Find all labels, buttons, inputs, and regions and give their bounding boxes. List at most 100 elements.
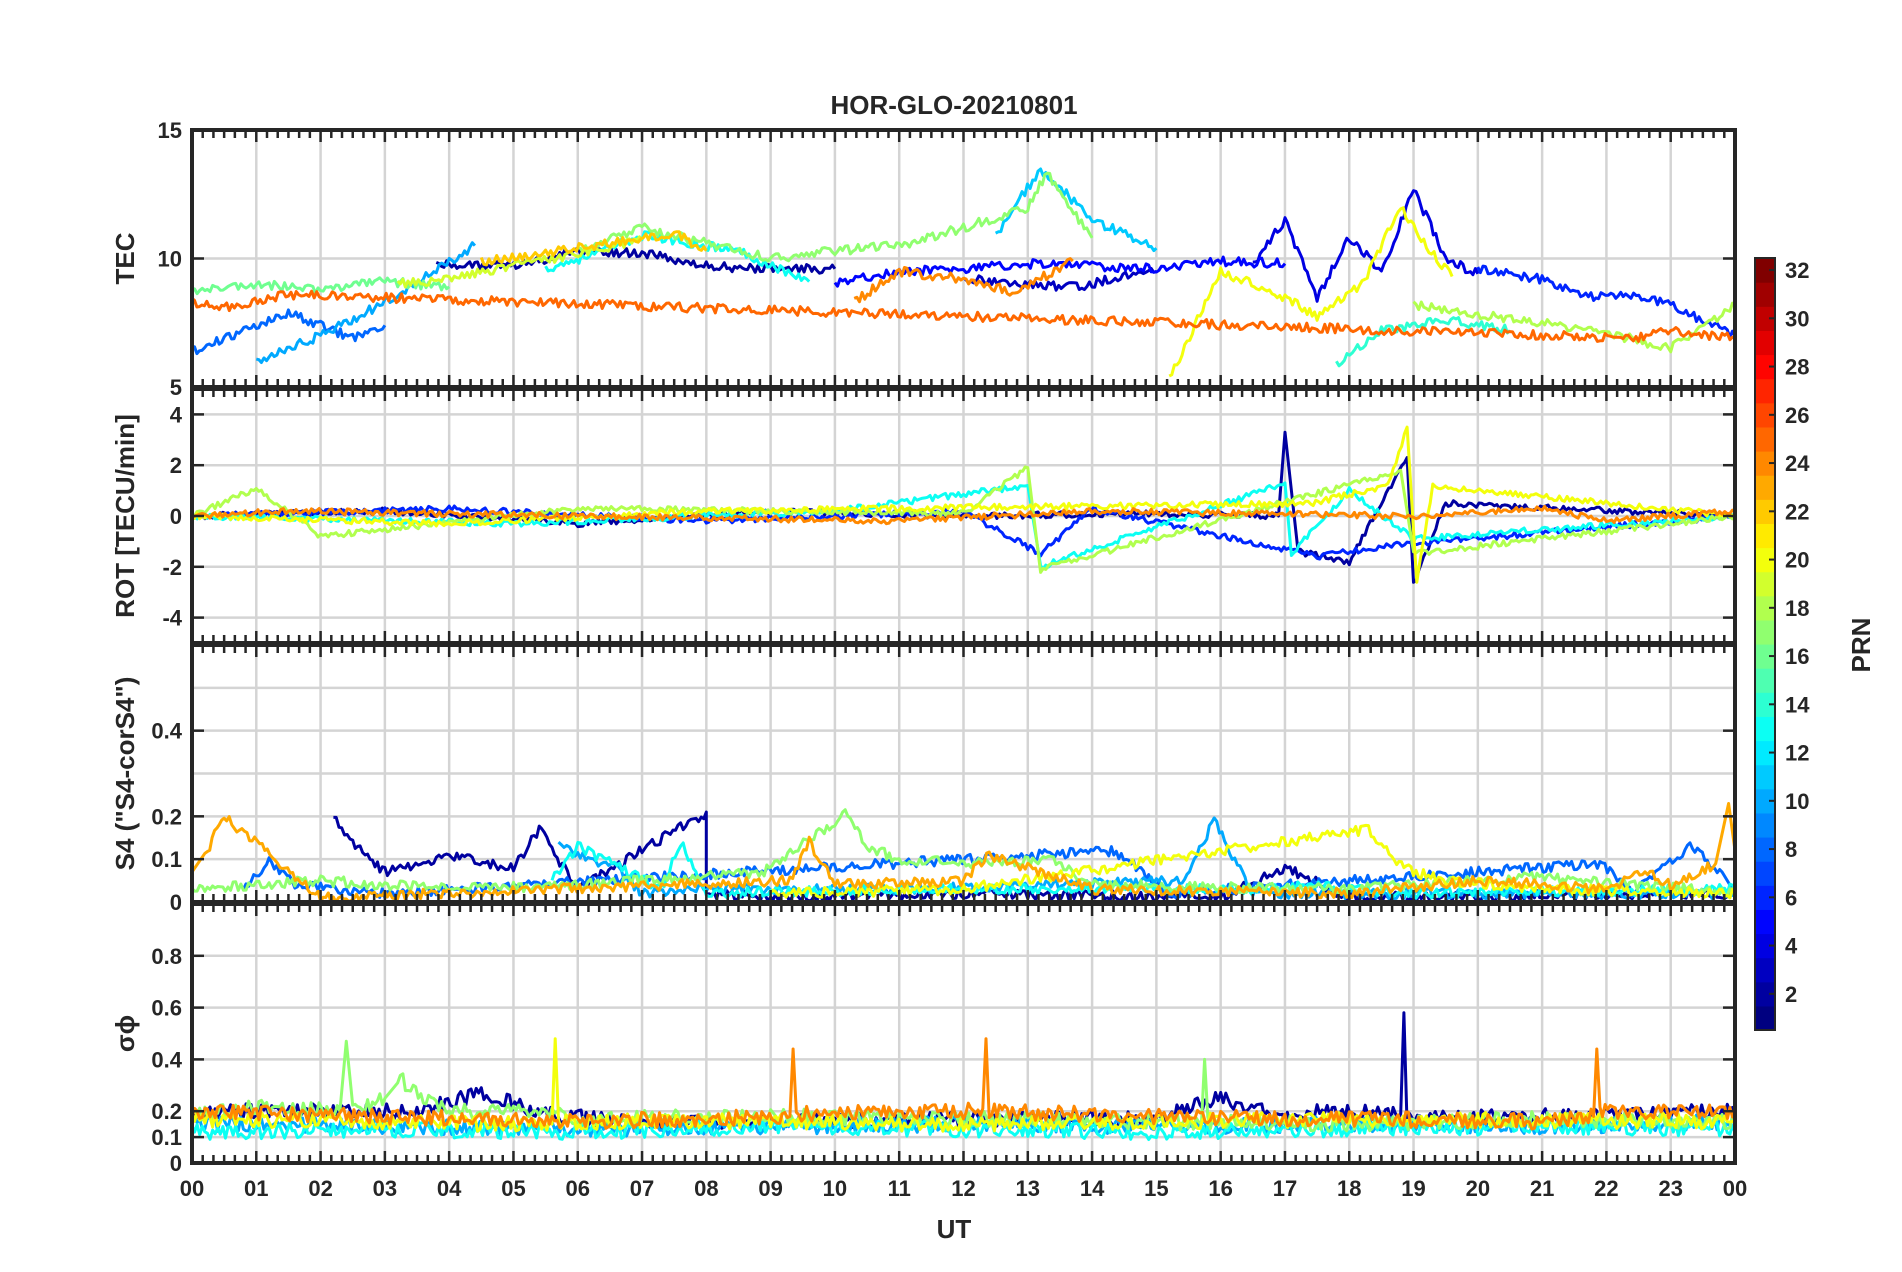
x-axis-title: UT xyxy=(937,1214,972,1244)
colorbar-step xyxy=(1755,282,1775,307)
y-tick-label: 0.8 xyxy=(151,944,182,969)
colorbar-tick-label: 22 xyxy=(1785,499,1809,524)
y-axis-title: σϕ xyxy=(110,1015,140,1052)
colorbar-step xyxy=(1755,861,1775,886)
colorbar-tick-label: 30 xyxy=(1785,306,1809,331)
colorbar-step xyxy=(1755,1005,1775,1031)
y-tick-label: 15 xyxy=(158,118,182,143)
x-tick-label: 07 xyxy=(630,1176,654,1201)
x-tick-label: 11 xyxy=(888,1176,911,1201)
series-prn-25 xyxy=(192,289,1735,343)
series-prn-24 xyxy=(853,257,1074,304)
y-tick-label: 0.6 xyxy=(151,996,182,1021)
colorbar-tick-label: 6 xyxy=(1785,885,1797,910)
chart-title: HOR-GLO-20210801 xyxy=(830,90,1077,120)
series-prn-22 xyxy=(479,230,708,267)
series-prn-20 xyxy=(192,425,1735,584)
colorbar-tick-label: 12 xyxy=(1785,741,1809,766)
colorbar-step xyxy=(1755,981,1775,1007)
y-tick-label: -4 xyxy=(162,606,182,631)
y-tick-label: 10 xyxy=(158,247,182,272)
colorbar-step xyxy=(1755,378,1775,404)
x-tick-label: 23 xyxy=(1658,1176,1682,1201)
colorbar-step xyxy=(1755,547,1775,573)
x-tick-label: 19 xyxy=(1401,1176,1425,1201)
series-prn-11 xyxy=(994,167,1158,253)
colorbar-step xyxy=(1755,909,1775,935)
colorbar-tick-label: 20 xyxy=(1785,548,1809,573)
series-prn-5 xyxy=(833,255,1287,288)
x-tick-label: 08 xyxy=(694,1176,718,1201)
colorbar-tick-label: 28 xyxy=(1785,355,1809,380)
x-tick-label: 01 xyxy=(244,1176,268,1201)
series-prn-3 xyxy=(962,267,1157,292)
series-prn-14 xyxy=(1335,316,1512,368)
x-tick-label: 15 xyxy=(1144,1176,1168,1201)
x-tick-label: 12 xyxy=(951,1176,975,1201)
colorbar-tick-label: 26 xyxy=(1785,403,1809,428)
y-tick-label: 0 xyxy=(170,504,182,529)
colorbar-step xyxy=(1755,764,1775,790)
colorbar-step xyxy=(1755,788,1775,814)
y-axis-title: ROT [TECU/min] xyxy=(110,414,140,618)
y-tick-label: 5 xyxy=(170,375,182,400)
colorbar-tick-label: 14 xyxy=(1785,692,1810,717)
colorbar-step xyxy=(1755,330,1775,356)
y-axis-title: S4 ("S4-corS4") xyxy=(110,677,140,871)
colorbar-step xyxy=(1755,644,1775,669)
colorbar-step xyxy=(1755,475,1775,500)
y-tick-label: 0.4 xyxy=(151,1047,182,1072)
x-tick-label: 16 xyxy=(1208,1176,1232,1201)
series-prn-19 xyxy=(396,235,644,289)
colorbar-tick-label: 4 xyxy=(1785,934,1798,959)
y-tick-label: 0.1 xyxy=(151,1125,182,1150)
colorbar-label: PRN xyxy=(1846,618,1876,673)
colorbar-step xyxy=(1755,426,1775,452)
series-prn-4 xyxy=(1252,189,1480,303)
x-tick-label: 02 xyxy=(308,1176,332,1201)
colorbar-step xyxy=(1755,619,1775,645)
colorbar-step xyxy=(1755,740,1775,766)
colorbar-step xyxy=(1755,716,1775,742)
colorbar-step xyxy=(1755,306,1775,331)
x-tick-label: 20 xyxy=(1466,1176,1490,1201)
x-tick-label: 06 xyxy=(566,1176,590,1201)
colorbar-step xyxy=(1755,402,1775,428)
colorbar-step xyxy=(1755,571,1775,597)
y-tick-label: 0.4 xyxy=(151,719,182,744)
colorbar-step xyxy=(1755,258,1775,283)
y-tick-label: -2 xyxy=(162,555,182,580)
y-tick-label: 2 xyxy=(170,453,182,478)
colorbar-tick-label: 32 xyxy=(1785,258,1809,283)
colorbar-step xyxy=(1755,837,1775,862)
y-tick-label: 0.2 xyxy=(151,1099,182,1124)
series-prn-20 xyxy=(769,823,1735,900)
panel-4: 00.10.2 0.4 0.6 0.8 σϕ xyxy=(110,902,1737,1176)
y-tick-label: 0 xyxy=(170,890,182,915)
x-tick-label: 17 xyxy=(1273,1176,1297,1201)
x-tick-label: 03 xyxy=(373,1176,397,1201)
colorbar-step xyxy=(1755,668,1775,693)
x-tick-label: 18 xyxy=(1337,1176,1361,1201)
x-tick-label: 10 xyxy=(823,1176,847,1201)
y-tick-label: 0.1 xyxy=(151,847,182,872)
series-prn-24 xyxy=(192,504,1735,526)
y-tick-label: 0 xyxy=(170,1151,182,1176)
series-prn-8 xyxy=(192,308,387,356)
series-prn-20 xyxy=(1168,206,1454,378)
series-prn-10 xyxy=(255,241,477,364)
colorbar-step xyxy=(1755,692,1775,717)
x-axis: 00 01 02 03 04 05 06 07 08 09 10 11 12 13 14 15 16 17 18 19… xyxy=(180,1176,1747,1201)
colorbar-step xyxy=(1755,354,1775,380)
panel-3: 0 0.1 0.2 0.4 S4 ("S4-corS4") xyxy=(110,643,1737,915)
x-tick-label: 22 xyxy=(1594,1176,1618,1201)
y-tick-label: 4 xyxy=(170,402,183,427)
colorbar-tick-label: 8 xyxy=(1785,837,1797,862)
x-tick-label: 00 xyxy=(1723,1176,1747,1201)
series-prn-24 xyxy=(192,1037,1735,1131)
colorbar-tick-label: 2 xyxy=(1785,982,1797,1007)
colorbar-step xyxy=(1755,957,1775,983)
x-tick-label: 04 xyxy=(437,1176,462,1201)
